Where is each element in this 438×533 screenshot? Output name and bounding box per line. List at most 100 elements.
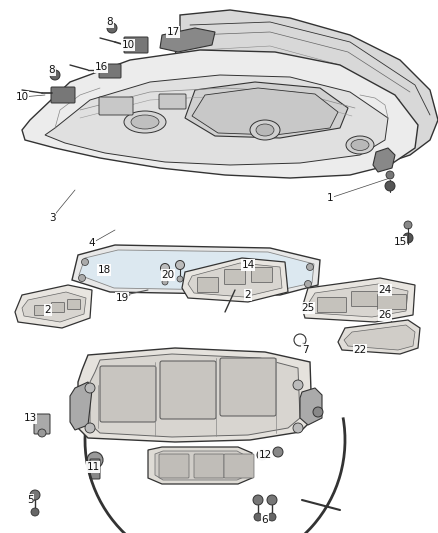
Circle shape bbox=[85, 423, 95, 433]
Circle shape bbox=[386, 171, 394, 179]
Circle shape bbox=[307, 263, 314, 271]
Text: 12: 12 bbox=[258, 450, 272, 460]
FancyBboxPatch shape bbox=[35, 305, 47, 316]
Circle shape bbox=[304, 280, 311, 287]
Text: 16: 16 bbox=[94, 62, 108, 72]
Text: 17: 17 bbox=[166, 27, 180, 37]
FancyBboxPatch shape bbox=[52, 303, 64, 312]
Circle shape bbox=[162, 279, 168, 285]
Text: 8: 8 bbox=[49, 65, 55, 75]
Ellipse shape bbox=[124, 111, 166, 133]
Circle shape bbox=[177, 276, 183, 282]
Ellipse shape bbox=[250, 120, 280, 140]
Ellipse shape bbox=[256, 124, 274, 136]
FancyBboxPatch shape bbox=[198, 278, 219, 293]
Circle shape bbox=[50, 70, 60, 80]
Circle shape bbox=[268, 513, 276, 521]
Text: 19: 19 bbox=[115, 293, 129, 303]
Text: 3: 3 bbox=[49, 213, 55, 223]
FancyBboxPatch shape bbox=[378, 295, 406, 310]
Text: 24: 24 bbox=[378, 285, 392, 295]
Circle shape bbox=[87, 452, 103, 468]
FancyBboxPatch shape bbox=[99, 64, 121, 78]
Circle shape bbox=[257, 450, 267, 460]
Polygon shape bbox=[188, 263, 282, 297]
FancyBboxPatch shape bbox=[160, 361, 216, 419]
Ellipse shape bbox=[351, 140, 369, 150]
Text: 20: 20 bbox=[162, 270, 175, 280]
Polygon shape bbox=[148, 447, 252, 484]
Text: 26: 26 bbox=[378, 310, 392, 320]
Polygon shape bbox=[155, 451, 248, 480]
Circle shape bbox=[404, 221, 412, 229]
Polygon shape bbox=[302, 278, 415, 322]
Text: 13: 13 bbox=[23, 413, 37, 423]
FancyBboxPatch shape bbox=[159, 454, 189, 478]
Polygon shape bbox=[22, 292, 86, 322]
Circle shape bbox=[293, 423, 303, 433]
Circle shape bbox=[267, 495, 277, 505]
Polygon shape bbox=[185, 82, 348, 138]
FancyBboxPatch shape bbox=[251, 268, 272, 282]
Polygon shape bbox=[72, 245, 320, 295]
Polygon shape bbox=[308, 284, 408, 317]
Polygon shape bbox=[300, 388, 322, 425]
Text: 18: 18 bbox=[97, 265, 111, 275]
FancyBboxPatch shape bbox=[67, 300, 81, 310]
Polygon shape bbox=[78, 348, 312, 442]
Polygon shape bbox=[172, 10, 438, 168]
FancyBboxPatch shape bbox=[99, 97, 133, 115]
Polygon shape bbox=[79, 250, 314, 291]
Text: 6: 6 bbox=[261, 515, 268, 525]
FancyBboxPatch shape bbox=[100, 366, 156, 422]
Circle shape bbox=[31, 508, 39, 516]
Circle shape bbox=[385, 181, 395, 191]
Circle shape bbox=[253, 495, 263, 505]
FancyBboxPatch shape bbox=[352, 292, 381, 306]
FancyBboxPatch shape bbox=[90, 459, 100, 479]
Circle shape bbox=[313, 407, 323, 417]
Text: 14: 14 bbox=[241, 260, 254, 270]
Ellipse shape bbox=[346, 136, 374, 154]
Circle shape bbox=[107, 23, 117, 33]
Circle shape bbox=[85, 383, 95, 393]
Polygon shape bbox=[90, 354, 300, 437]
Polygon shape bbox=[344, 325, 415, 350]
Circle shape bbox=[403, 233, 413, 243]
Circle shape bbox=[30, 490, 40, 500]
Circle shape bbox=[176, 261, 184, 270]
Circle shape bbox=[38, 429, 46, 437]
Circle shape bbox=[293, 380, 303, 390]
Circle shape bbox=[254, 513, 262, 521]
Polygon shape bbox=[45, 75, 388, 165]
FancyBboxPatch shape bbox=[34, 414, 50, 434]
FancyBboxPatch shape bbox=[51, 87, 75, 103]
Text: 22: 22 bbox=[353, 345, 367, 355]
Circle shape bbox=[160, 263, 170, 272]
Text: 2: 2 bbox=[45, 305, 51, 315]
Text: 15: 15 bbox=[393, 237, 406, 247]
FancyBboxPatch shape bbox=[124, 37, 148, 53]
Polygon shape bbox=[182, 258, 288, 302]
FancyBboxPatch shape bbox=[224, 454, 254, 478]
FancyBboxPatch shape bbox=[159, 94, 186, 109]
FancyBboxPatch shape bbox=[225, 270, 246, 285]
FancyBboxPatch shape bbox=[194, 454, 224, 478]
Polygon shape bbox=[338, 320, 420, 354]
Text: 4: 4 bbox=[88, 238, 95, 248]
Text: 8: 8 bbox=[107, 17, 113, 27]
Circle shape bbox=[78, 274, 85, 281]
Text: 10: 10 bbox=[15, 92, 28, 102]
Text: 1: 1 bbox=[327, 193, 333, 203]
Polygon shape bbox=[373, 148, 395, 172]
Polygon shape bbox=[192, 88, 338, 135]
Polygon shape bbox=[160, 28, 215, 52]
Text: 7: 7 bbox=[302, 345, 308, 355]
Ellipse shape bbox=[131, 115, 159, 129]
Text: 11: 11 bbox=[86, 462, 99, 472]
Text: 2: 2 bbox=[245, 290, 251, 300]
FancyBboxPatch shape bbox=[318, 297, 346, 312]
Polygon shape bbox=[70, 382, 92, 430]
Text: 25: 25 bbox=[301, 303, 314, 313]
Circle shape bbox=[273, 447, 283, 457]
